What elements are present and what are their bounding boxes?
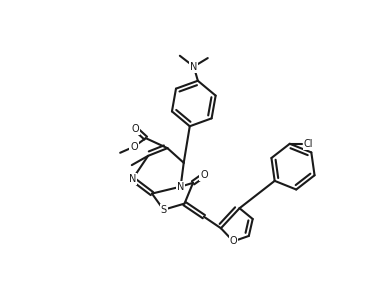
Text: O: O <box>130 142 138 152</box>
Text: N: N <box>129 174 136 184</box>
Text: O: O <box>200 170 208 180</box>
Text: Cl: Cl <box>304 139 313 149</box>
Text: O: O <box>132 124 140 134</box>
Text: S: S <box>161 205 167 215</box>
Text: O: O <box>230 236 237 246</box>
Text: N: N <box>177 182 184 192</box>
Text: N: N <box>190 62 197 72</box>
